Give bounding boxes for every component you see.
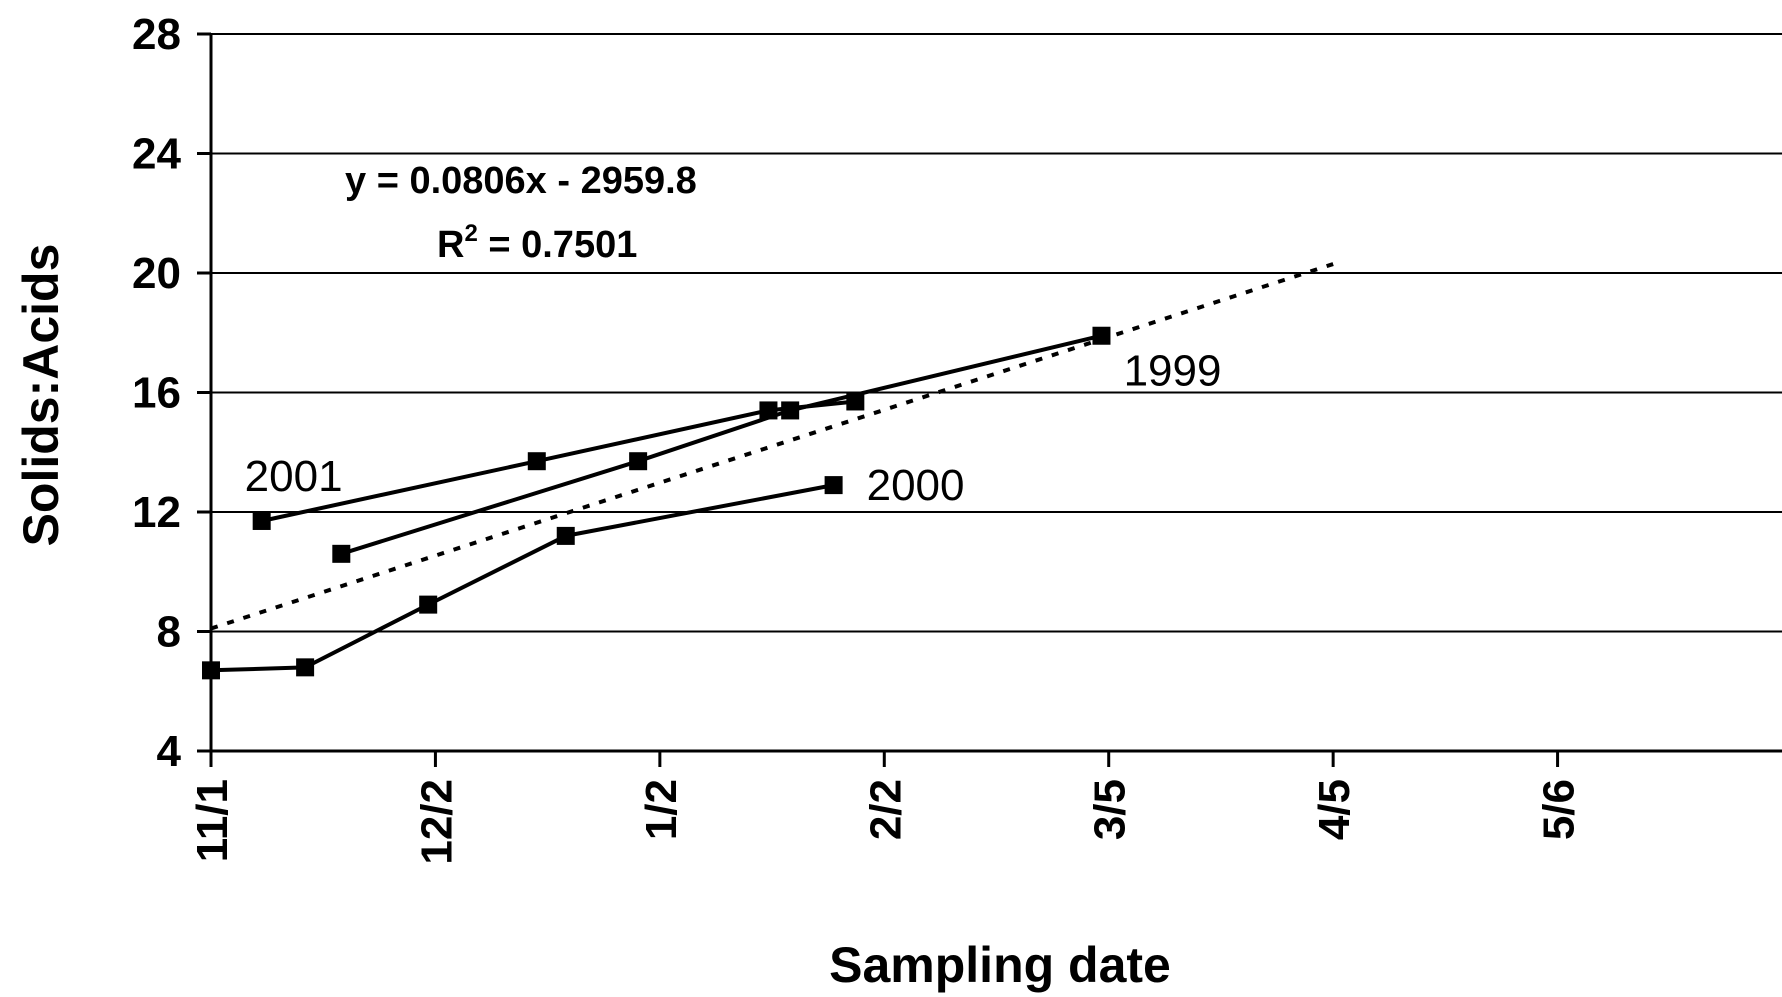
series-2000 bbox=[202, 476, 843, 680]
y-tick-label-20: 20 bbox=[132, 249, 181, 298]
x-tick-label-1-2: 1/2 bbox=[637, 779, 686, 840]
y-tick-label-16: 16 bbox=[132, 369, 181, 418]
marker-1999-0 bbox=[332, 544, 351, 563]
series-line-1999 bbox=[340, 333, 1102, 556]
series-labels: 1999 2000 2001 bbox=[245, 347, 1222, 510]
marker-2000-3 bbox=[556, 526, 575, 545]
marker-2001-3 bbox=[846, 392, 865, 411]
marker-1999-1 bbox=[629, 452, 648, 471]
x-tick-labels: 11/1 12/2 1/2 2/2 3/5 4/5 5/6 bbox=[188, 779, 1584, 865]
y-axis-title: Solids:Acids bbox=[13, 244, 69, 547]
r-squared-base: R bbox=[437, 224, 464, 266]
x-axis-title: Sampling date bbox=[829, 937, 1171, 993]
x-tick-label-3-5: 3/5 bbox=[1086, 779, 1135, 840]
y-tick-label-12: 12 bbox=[132, 488, 181, 537]
y-tick-labels: 4 8 12 16 20 24 28 bbox=[132, 10, 181, 776]
y-tick-label-4: 4 bbox=[157, 727, 182, 776]
trendline-equation: y = 0.0806x - 2959.8 bbox=[345, 160, 697, 202]
x-tick-label-5-6: 5/6 bbox=[1535, 779, 1584, 840]
series-line-2001 bbox=[261, 399, 856, 523]
trendline bbox=[210, 262, 1334, 631]
series-group bbox=[202, 326, 1111, 680]
marker-2001-2 bbox=[759, 401, 778, 420]
y-tick-label-28: 28 bbox=[132, 10, 181, 59]
r-squared-value: = 0.7501 bbox=[478, 224, 638, 266]
marker-2001-1 bbox=[527, 452, 546, 471]
marker-1999-3 bbox=[1092, 326, 1111, 345]
series-1999 bbox=[332, 326, 1111, 563]
series-2001 bbox=[252, 392, 865, 530]
x-tick-label-12-2: 12/2 bbox=[412, 779, 461, 865]
x-tick-label-2-2: 2/2 bbox=[861, 779, 910, 840]
marker-2000-4 bbox=[824, 476, 843, 495]
r-squared-exponent: 2 bbox=[464, 220, 477, 247]
axes bbox=[197, 32, 1782, 767]
marker-2001-0 bbox=[252, 511, 271, 530]
x-tick-label-4-5: 4/5 bbox=[1310, 779, 1359, 840]
series-label-1999: 1999 bbox=[1124, 347, 1222, 396]
marker-2000-1 bbox=[296, 658, 315, 677]
gridlines bbox=[211, 33, 1782, 633]
series-label-2001: 2001 bbox=[245, 452, 343, 501]
trendline-line bbox=[210, 262, 1334, 631]
y-tick-label-24: 24 bbox=[132, 130, 181, 179]
x-tick-label-11-1: 11/1 bbox=[188, 779, 237, 862]
y-tick-label-8: 8 bbox=[157, 608, 181, 657]
trendline-r-squared: R2 = 0.7501 bbox=[437, 220, 637, 266]
series-label-2000: 2000 bbox=[867, 461, 965, 510]
marker-2000-2 bbox=[419, 595, 438, 614]
